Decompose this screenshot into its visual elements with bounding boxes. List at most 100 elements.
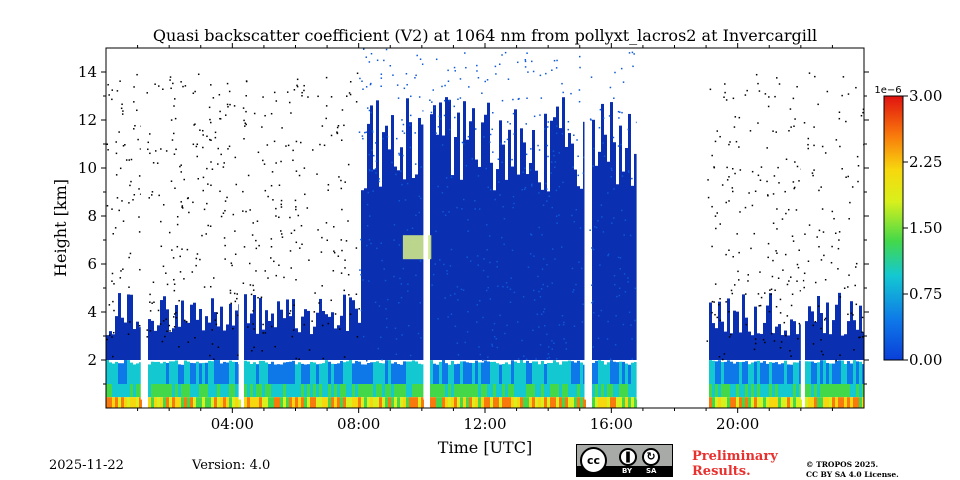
backscatter-cell <box>733 384 736 398</box>
noise-dot <box>392 74 394 76</box>
noise-dot <box>618 287 621 290</box>
noise-dot <box>245 123 247 126</box>
noise-dot <box>802 279 805 282</box>
noise-dot <box>264 332 267 334</box>
noise-dot <box>728 336 731 338</box>
noise-dot <box>368 61 371 63</box>
noise-dot <box>162 265 165 268</box>
noise-dot <box>613 283 616 286</box>
backscatter-cell <box>286 397 289 408</box>
noise-dot <box>831 245 833 248</box>
noise-dot <box>721 184 724 186</box>
noise-dot <box>208 106 211 109</box>
noise-dot <box>567 128 570 131</box>
backscatter-cell <box>799 384 802 398</box>
backscatter-cell <box>364 364 367 384</box>
noise-dot <box>812 324 815 327</box>
backscatter-cell <box>547 362 550 384</box>
backscatter-cell <box>787 364 790 384</box>
backscatter-cell <box>436 384 439 398</box>
noise-dot <box>776 252 778 254</box>
backscatter-cell <box>166 309 169 360</box>
noise-dot <box>229 289 232 292</box>
noise-dot <box>630 324 632 326</box>
backscatter-cell <box>472 397 475 408</box>
noise-dot <box>230 302 232 305</box>
noise-dot <box>174 98 176 100</box>
backscatter-cell <box>463 101 466 360</box>
backscatter-cell <box>256 333 259 360</box>
noise-dot <box>555 132 558 135</box>
backscatter-cell <box>226 362 229 384</box>
noise-dot <box>370 111 372 114</box>
noise-dot <box>855 303 858 306</box>
noise-dot <box>525 123 527 125</box>
noise-dot <box>202 134 204 136</box>
noise-dot <box>172 82 174 85</box>
noise-dot <box>146 329 148 331</box>
noise-dot <box>835 359 837 362</box>
noise-dot <box>776 208 778 210</box>
backscatter-cell <box>463 384 466 398</box>
noise-dot <box>822 231 825 233</box>
noise-dot <box>738 251 740 254</box>
backscatter-cell <box>520 128 523 360</box>
backscatter-cell <box>259 397 262 408</box>
backscatter-cell <box>385 397 388 408</box>
backscatter-cell <box>754 306 757 360</box>
backscatter-cell <box>574 362 577 384</box>
noise-dot <box>728 249 730 251</box>
noise-dot <box>237 314 239 317</box>
noise-dot <box>858 336 860 339</box>
noise-dot <box>347 220 349 222</box>
noise-dot <box>106 205 109 207</box>
backscatter-cell <box>799 360 802 384</box>
noise-dot <box>538 149 541 151</box>
cc-license-logo[interactable]: cc ❚ ↻ BY SA <box>576 444 673 477</box>
noise-dot <box>343 124 345 127</box>
backscatter-cell <box>220 306 223 360</box>
noise-dot <box>479 353 482 356</box>
noise-dot <box>211 329 213 331</box>
noise-dot <box>723 353 726 355</box>
backscatter-cell <box>127 384 130 398</box>
backscatter-cell <box>247 361 250 384</box>
noise-dot <box>770 293 772 296</box>
noise-dot <box>287 144 290 147</box>
noise-dot <box>183 319 186 322</box>
noise-dot <box>772 193 775 195</box>
noise-dot <box>217 147 219 150</box>
noise-dot <box>551 348 553 350</box>
noise-dot <box>253 112 256 115</box>
noise-dot <box>139 268 141 271</box>
noise-dot <box>721 358 724 361</box>
noise-dot <box>179 165 181 168</box>
backscatter-cell <box>211 397 214 408</box>
noise-dot <box>600 204 603 206</box>
noise-dot <box>205 233 207 235</box>
backscatter-cell <box>592 397 595 408</box>
noise-dot <box>217 163 219 165</box>
backscatter-cell <box>280 364 283 384</box>
backscatter-cell <box>502 144 505 360</box>
noise-dot <box>861 336 864 338</box>
backscatter-cell <box>595 384 598 398</box>
backscatter-cell <box>235 384 238 398</box>
noise-dot <box>847 286 849 288</box>
noise-dot <box>334 313 337 315</box>
noise-dot <box>227 148 229 150</box>
noise-dot <box>716 130 719 132</box>
noise-dot <box>196 253 199 255</box>
noise-dot <box>219 110 221 113</box>
noise-dot <box>820 186 822 188</box>
noise-dot <box>572 166 574 168</box>
backscatter-cell <box>115 384 118 398</box>
noise-dot <box>757 122 759 124</box>
backscatter-cell <box>760 384 763 398</box>
noise-dot <box>541 268 544 270</box>
noise-dot <box>716 316 719 319</box>
noise-dot <box>618 117 620 119</box>
noise-dot <box>396 137 398 140</box>
noise-dot <box>366 225 369 227</box>
noise-dot <box>632 65 634 68</box>
